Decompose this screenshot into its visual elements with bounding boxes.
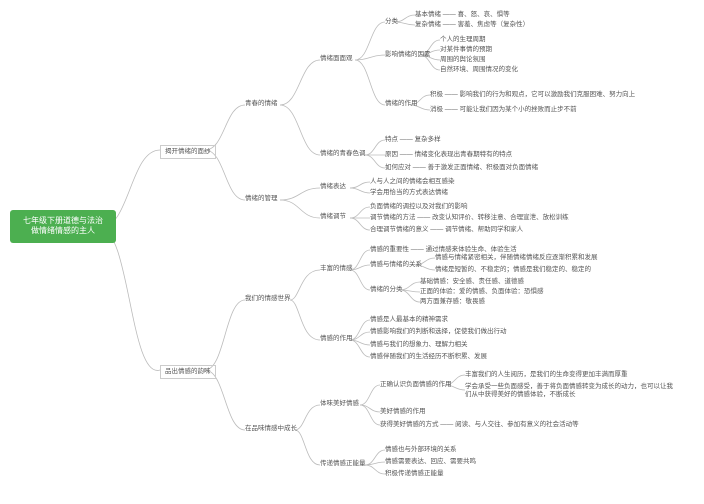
leaf: 人与人之间的情绪会相互感染 xyxy=(370,178,455,186)
node: 青春的情绪 xyxy=(245,100,278,108)
node: 我们的情感世界 xyxy=(245,295,291,303)
node: 传递情感正能量 xyxy=(320,460,366,468)
leaf: 美好情感的作用 xyxy=(380,408,426,416)
leaf: 情感与情绪的关系 xyxy=(370,261,422,269)
leaf: 自然环境、周围情况的变化 xyxy=(440,66,518,74)
leaf: 原因 —— 情绪变化表现出青春期特有的特点 xyxy=(385,151,512,159)
node: 情感的作用 xyxy=(320,335,353,343)
node: 体味美好情感 xyxy=(320,400,359,408)
leaf: 正确认识负面情感的作用 xyxy=(380,381,452,389)
leaf: 丰富我们的人生阅历，是我们的生命变得更加丰满而厚重 xyxy=(465,371,628,379)
leaf: 两方面兼存感：敬畏感 xyxy=(420,298,485,306)
leaf: 情感也与外部环境的关系 xyxy=(385,446,457,454)
branch-1: 揭开情绪的面纱 xyxy=(160,145,216,159)
leaf: 负面情绪的调控以及对我们的影响 xyxy=(370,203,468,211)
node: 丰富的情感 xyxy=(320,265,353,273)
leaf: 积极 —— 影响我们的行为和观点，它可以激励我们克服困难、努力向上 xyxy=(430,91,635,99)
leaf: 学会承受一些负面感受，善于将负面情感转变为成长的动力，也可以让我们从中获得美好的… xyxy=(465,383,675,399)
root-node: 七年级下册道德与法治做情绪情感的主人 xyxy=(10,210,116,243)
leaf: 特点 —— 复杂多样 xyxy=(385,136,441,144)
leaf: 正面的体验：爱的情感、负面体验：恐惧感 xyxy=(420,288,544,296)
node: 情绪调节 xyxy=(320,213,346,221)
leaf: 情感影响我们的判断和选择，促使我们做出行动 xyxy=(370,328,507,336)
node: 情绪表达 xyxy=(320,183,346,191)
node: 情绪的青春色调 xyxy=(320,150,366,158)
leaf: 影响情绪的因素 xyxy=(385,51,431,59)
leaf: 情绪是短暂的、不稳定的；情感是我们稳定的、稳定的 xyxy=(435,266,591,274)
leaf: 合理调节情绪的意义 —— 调节情绪、帮助同学和家人 xyxy=(370,226,523,234)
leaf: 情感伴随我们的生活经历不断积累、发展 xyxy=(370,353,487,361)
leaf: 如何应对 —— 善于激发正面情绪、积极面对负面情绪 xyxy=(385,164,538,172)
leaf: 情绪的作用 xyxy=(385,100,418,108)
branch-2: 品出情感的韵味 xyxy=(160,365,216,379)
leaf: 基础情感：安全感、责任感、道德感 xyxy=(420,278,524,286)
leaf: 情感与我们的想象力、理解力相关 xyxy=(370,341,468,349)
node: 情绪的管理 xyxy=(245,195,278,203)
leaf: 情感是人最基本的精神需求 xyxy=(370,316,448,324)
node: 在品味情感中成长 xyxy=(245,425,297,433)
leaf: 调节情绪的方法 —— 改变认知评价、转移注意、合理宣泄、放松训练 xyxy=(370,214,569,222)
leaf: 情感与情绪紧密相关，伴随情绪情绪反应逐渐积累和发展 xyxy=(435,254,598,262)
leaf: 个人的生理周期 xyxy=(440,36,486,44)
leaf: 积极传递情感正能量 xyxy=(385,470,444,478)
node: 情绪面面观 xyxy=(320,55,353,63)
leaf: 获得美好情感的方式 —— 阅读、与人交往、参加有意义的社会活动等 xyxy=(380,421,579,429)
leaf: 对某件事情的预期 xyxy=(440,46,492,54)
leaf: 消极 —— 可能让我们因为某个小的挫败而止步不前 xyxy=(430,106,577,114)
leaf: 周围的舆论氛围 xyxy=(440,56,486,64)
leaf: 情感的重要性 —— 通过情感来体验生命、体验生活 xyxy=(370,246,517,254)
leaf: 复杂情绪 —— 害羞、焦虑等（复杂性） xyxy=(415,21,529,29)
leaf: 情绪的分类 xyxy=(370,286,403,294)
leaf: 学会用恰当的方式表达情绪 xyxy=(370,189,448,197)
leaf: 分类 xyxy=(385,18,398,26)
leaf: 情感需要表达、回应、需要共鸣 xyxy=(385,458,476,466)
leaf: 基本情绪 —— 喜、怒、哀、惧等 xyxy=(415,11,510,19)
